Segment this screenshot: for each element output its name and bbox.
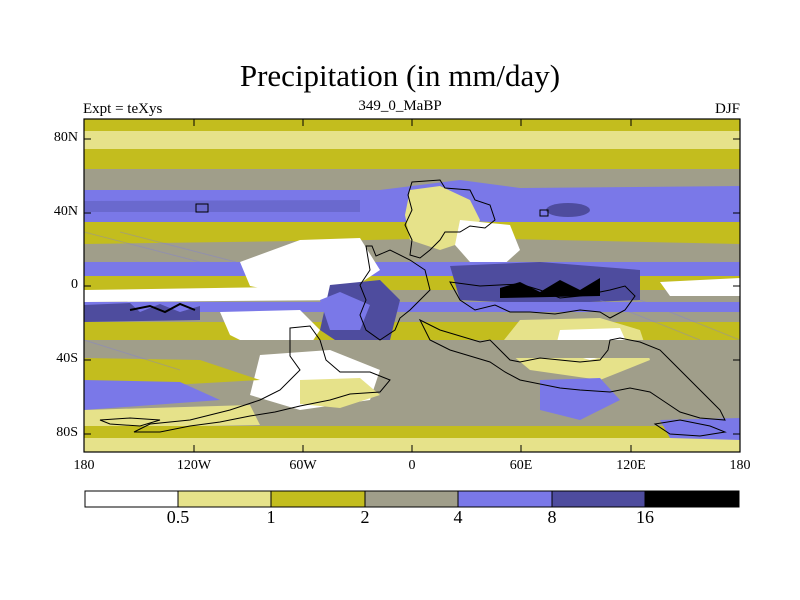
lat-label-80n: 80N: [53, 130, 78, 145]
colorbar-box-4: [364, 490, 459, 508]
lon-label-60w: 60W: [289, 458, 317, 473]
colorbar-box-6: [551, 490, 646, 508]
map-title: Precipitation (in mm/day): [239, 58, 561, 93]
colorbar: [84, 490, 740, 508]
lon-label-180e: 180: [729, 458, 751, 473]
colorbar-box-1: [84, 490, 179, 508]
colorbar-label-0-5: 0.5: [166, 507, 190, 527]
axis-ticks: [84, 119, 740, 452]
lon-label-180w: 180: [73, 458, 95, 473]
season-label: DJF: [714, 101, 740, 117]
lon-label-60e: 60E: [509, 458, 533, 473]
colorbar-label-2: 2: [360, 507, 370, 527]
lat-label-80s: 80S: [56, 425, 78, 440]
lat-label-0: 0: [71, 277, 78, 292]
colorbar-box-5: [457, 490, 553, 508]
time-label: 349_0_MaBP: [358, 98, 442, 114]
colorbar-box-3: [270, 490, 366, 508]
coastlines: [99, 179, 727, 437]
colorbar-box-2: [177, 490, 272, 508]
colorbar-box-7: [644, 490, 740, 508]
colorbar-label-8: 8: [547, 507, 557, 527]
experiment-label: Expt = teXys: [83, 101, 163, 117]
colorbar-label-16: 16: [636, 507, 654, 527]
lat-label-40n: 40N: [53, 204, 78, 219]
lon-label-120w: 120W: [176, 458, 212, 473]
colorbar-label-1: 1: [266, 507, 276, 527]
lon-label-120e: 120E: [616, 458, 646, 473]
lon-label-0: 0: [408, 458, 416, 473]
precipitation-field: [84, 119, 740, 452]
lat-label-40s: 40S: [56, 351, 78, 366]
colorbar-label-4: 4: [453, 507, 463, 527]
